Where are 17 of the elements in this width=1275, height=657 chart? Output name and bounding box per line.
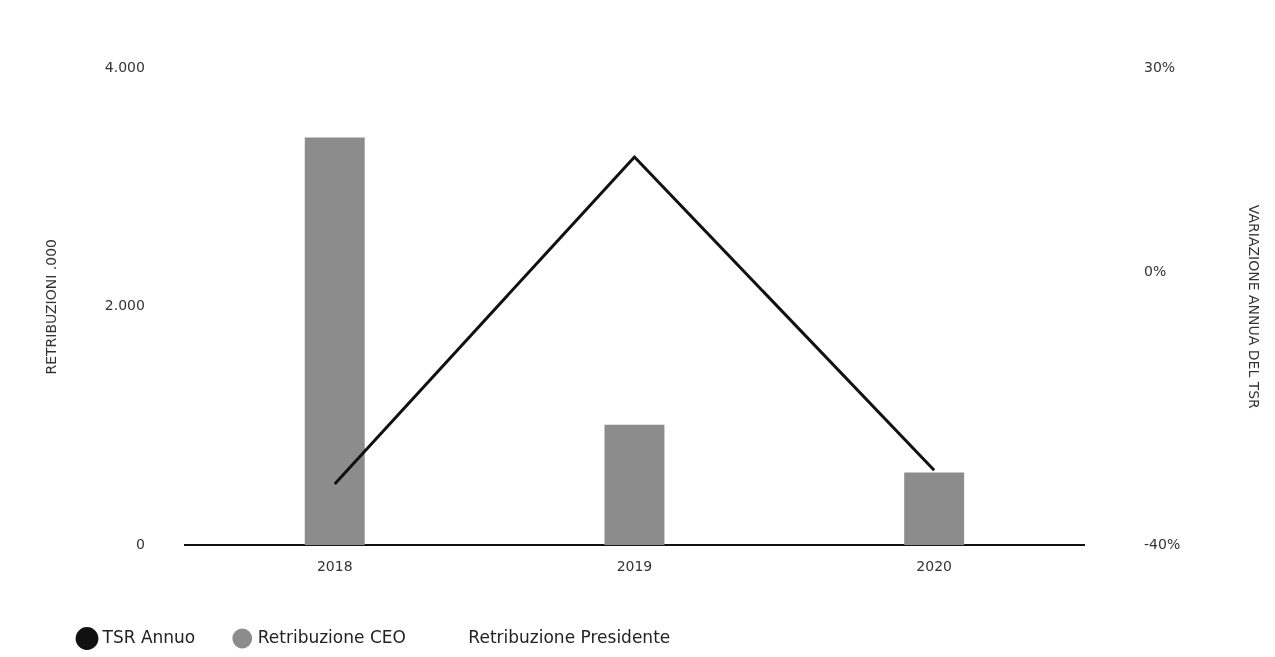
x-tick-label: 2018 — [316, 558, 353, 575]
y-axis-title: RETRIBUZIONI .000 — [43, 239, 60, 375]
legend-label: TSR Annuo — [101, 626, 196, 647]
y2-tick-label: 0% — [1144, 263, 1167, 280]
y2-axis-title: VARIAZIONE ANNUA DEL TSR — [1245, 204, 1262, 410]
y-tick-label: 0 — [135, 535, 145, 552]
y2-tick-label: -40% — [1144, 535, 1181, 552]
x-tick-label: 2019 — [616, 558, 653, 575]
bar — [304, 137, 365, 546]
legend-label: Retribuzione CEO — [257, 626, 406, 647]
x-tick-label: 2020 — [916, 558, 952, 575]
y-tick-label: 4.000 — [104, 59, 145, 76]
text: Retribuzione Presidente — [468, 626, 671, 647]
bar — [904, 472, 965, 546]
bar — [604, 424, 665, 546]
y2-tick-label: 30% — [1144, 59, 1176, 76]
y-tick-label: 2.000 — [104, 297, 145, 314]
